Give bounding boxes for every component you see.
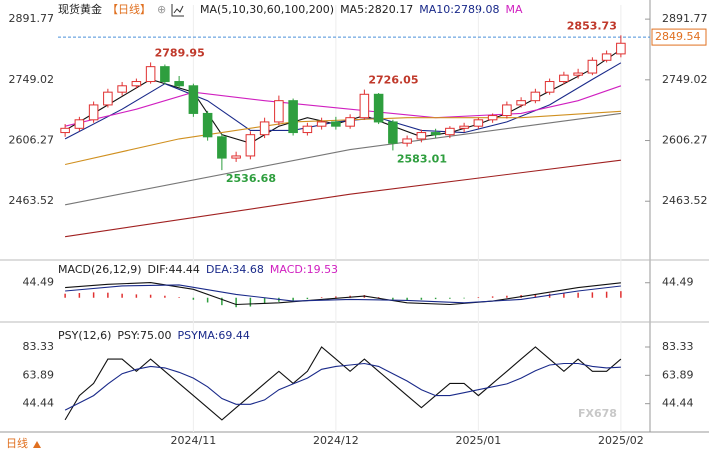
candle-body (174, 81, 184, 87)
indicator-line (64, 362, 621, 411)
period-label: 【日线】 (107, 2, 151, 16)
y-tick-label-right: 2891.77 (662, 12, 708, 25)
legend-entry: MA10:2789.08 (419, 3, 499, 16)
legend-entry: DIF:44.44 (148, 263, 200, 276)
indicator-line (65, 282, 621, 306)
candle-body (274, 100, 284, 123)
candle-body (131, 81, 142, 87)
x-tick-label: 2024/12 (313, 434, 359, 447)
indicator-line (64, 112, 621, 206)
last-price-label: 2849.54 (655, 30, 701, 43)
candle-body (601, 53, 612, 61)
candle-body (573, 72, 583, 76)
candle-body (302, 125, 313, 134)
candle-body (88, 104, 99, 121)
y-tick-label-right: 44.49 (662, 276, 694, 289)
footer-period[interactable]: 日线 (6, 436, 28, 450)
candle-body (316, 121, 327, 127)
candle-body (202, 112, 213, 138)
last-price-box (651, 28, 707, 46)
legend-entry: MA5:2820.17 (340, 3, 413, 16)
indicator-line (65, 284, 621, 304)
candle-body (288, 100, 298, 134)
candle-body (345, 117, 355, 127)
y-tick-label: 44.49 (23, 276, 55, 289)
candle-body (259, 121, 270, 136)
candle-body (245, 134, 256, 157)
candle-body (231, 155, 241, 159)
price-annotation: 2726.05 (368, 74, 418, 87)
candle-body (473, 119, 484, 127)
footer-arrow[interactable] (33, 441, 41, 448)
settings-icon[interactable]: ⊕ (157, 3, 166, 16)
x-tick-label: 2025/01 (456, 434, 502, 447)
candle-body (359, 93, 370, 119)
chart-icon[interactable] (171, 4, 184, 17)
price-annotation: 2853.73 (567, 19, 617, 32)
y-tick-label: 2463.52 (9, 194, 55, 207)
legend-entry: MACD(26,12,9) (58, 263, 142, 276)
candle-body (487, 115, 498, 121)
y-tick-label-right: 83.33 (662, 340, 694, 353)
x-tick-label: 2024/11 (171, 434, 217, 447)
candle-body (544, 81, 555, 93)
y-tick-label-right: 2606.27 (662, 134, 708, 147)
candle-body (74, 119, 85, 129)
candle-body (416, 132, 427, 140)
price-annotation: 2789.95 (155, 46, 205, 59)
candle-body (559, 74, 569, 83)
candle-body (103, 91, 113, 106)
legend-entry: MACD:19.53 (270, 263, 338, 276)
candle-body (530, 91, 541, 102)
candle-body (60, 127, 70, 134)
legend-entry: PSY(12,6) (58, 329, 111, 342)
legend-entry: MA(5,10,30,60,100,200) (200, 3, 334, 16)
legend-entry: PSY:75.00 (117, 329, 171, 342)
y-tick-label-right: 2749.02 (662, 73, 708, 86)
candle-body (331, 121, 341, 127)
candle-body (516, 100, 526, 106)
candle-body (188, 85, 199, 114)
legend-entry: PSYMA:69.44 (178, 329, 250, 342)
x-tick-label: 2025/02 (598, 434, 644, 447)
y-tick-label-right: 63.89 (662, 368, 694, 381)
candle-body (373, 93, 384, 123)
indicator-line (64, 85, 622, 127)
y-tick-label-right: 2463.52 (662, 194, 708, 207)
y-tick-label: 2606.27 (9, 134, 55, 147)
candle-body (459, 125, 469, 129)
y-tick-label: 63.89 (23, 368, 55, 381)
y-tick-label: 83.33 (23, 340, 55, 353)
candle-body (445, 127, 455, 136)
price-annotation: 2583.01 (397, 152, 447, 165)
indicator-line (65, 159, 621, 238)
candle-body (402, 138, 412, 144)
candle-body (502, 104, 512, 117)
candle-body (616, 42, 626, 55)
y-tick-label: 44.44 (23, 397, 55, 410)
y-tick-label: 2749.02 (9, 73, 55, 86)
price-annotation: 2536.68 (226, 172, 276, 185)
candle-body (160, 66, 170, 83)
candle-body (388, 121, 398, 144)
legend-entry: DEA:34.68 (206, 263, 264, 276)
watermark: FX678 (578, 407, 617, 420)
y-tick-label: 2891.77 (9, 12, 55, 25)
candle-body (217, 136, 227, 159)
candle-body (587, 59, 598, 74)
legend-entry: MA (506, 3, 523, 16)
y-tick-label-right: 44.44 (662, 397, 694, 410)
candle-body (430, 132, 441, 136)
candle-body (145, 66, 156, 83)
chart-title: 现货黄金 (58, 2, 102, 16)
candle-body (117, 85, 127, 93)
